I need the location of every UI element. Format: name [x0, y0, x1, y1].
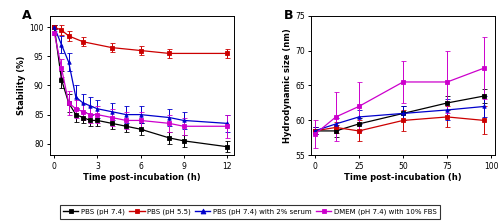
Text: A: A: [22, 9, 32, 22]
X-axis label: Time post-incubation (h): Time post-incubation (h): [344, 173, 462, 182]
Y-axis label: Stability (%): Stability (%): [18, 56, 26, 115]
Text: B: B: [284, 9, 293, 22]
Legend: PBS (pH 7.4), PBS (pH 5.5), PBS (pH 7.4) with 2% serum, DMEM (pH 7.4) with 10% F: PBS (pH 7.4), PBS (pH 5.5), PBS (pH 7.4)…: [60, 205, 440, 218]
Y-axis label: Hydrodynamic size (nm): Hydrodynamic size (nm): [284, 28, 292, 143]
X-axis label: Time post-incubation (h): Time post-incubation (h): [83, 173, 201, 182]
